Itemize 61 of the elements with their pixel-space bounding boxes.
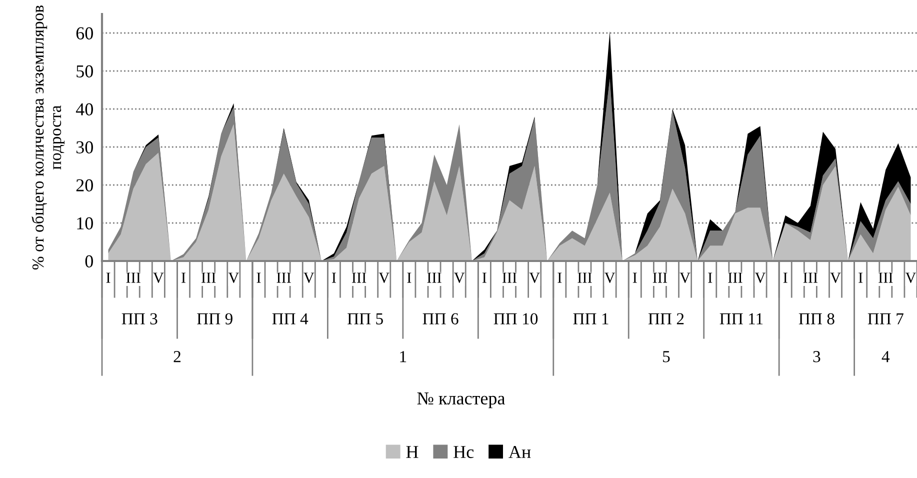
x-tick-label: I: [858, 272, 863, 283]
y-tick-label: 20: [76, 179, 93, 192]
x-tick-label: III: [652, 272, 668, 283]
x-tick-label: V: [680, 272, 690, 283]
text: 3: [813, 351, 820, 362]
text: ПП 8: [798, 313, 834, 324]
x-tick-label: I: [332, 272, 336, 283]
y-tick-label: 60: [76, 27, 93, 40]
legend-label: Нс: [454, 446, 474, 458]
y-tick-label: 30: [76, 141, 93, 154]
text: 4: [882, 351, 890, 362]
text: № кластера: [417, 392, 505, 408]
x-tick-label: V: [153, 272, 164, 283]
text: 1: [400, 351, 406, 362]
x-tick-label: V: [304, 272, 314, 283]
text: ПП 2: [648, 313, 684, 324]
legend-label: Ан: [508, 446, 531, 458]
text: ПП 10: [494, 313, 538, 324]
text: ПП 11: [720, 313, 763, 324]
x-tick-label: V: [529, 272, 540, 283]
x-tick-label: V: [454, 272, 465, 283]
text: ПП 4: [272, 313, 308, 324]
x-tick-label: I: [407, 272, 412, 283]
x-tick-label: V: [830, 272, 841, 283]
x-tick-label: V: [754, 272, 766, 283]
text: ПП 6: [422, 313, 458, 324]
y-tick-label: 0: [85, 255, 93, 268]
x-tick-label: I: [482, 272, 486, 283]
x-tick-label: I: [708, 272, 712, 283]
x-tick-label: V: [378, 272, 390, 283]
x-tick-label: III: [202, 272, 216, 283]
x-tick-label: I: [106, 272, 110, 283]
x-tick-label: I: [182, 272, 186, 283]
text: ПП 7: [868, 313, 904, 324]
x-tick-label: I: [783, 272, 788, 283]
y-tick-label: 40: [76, 103, 93, 116]
x-tick-label: V: [228, 272, 239, 283]
y-tick-label: 50: [76, 65, 93, 78]
x-tick-label: V: [905, 272, 916, 283]
x-tick-label: III: [352, 272, 366, 283]
x-tick-label: I: [558, 272, 562, 283]
y-tick-label: 10: [77, 217, 93, 230]
text: ПП 5: [348, 313, 383, 324]
text: ПП 1: [573, 313, 608, 324]
x-tick-label: III: [728, 272, 742, 283]
x-tick-label: I: [256, 272, 261, 283]
legend-label: Н: [406, 446, 418, 458]
x-tick-label: III: [803, 272, 818, 283]
text: 5: [663, 351, 670, 362]
text: 2: [174, 351, 180, 362]
x-tick-label: V: [604, 272, 616, 283]
text: ПП 9: [197, 313, 232, 324]
x-tick-label: III: [502, 272, 517, 283]
text: ПП 3: [122, 313, 158, 324]
x-tick-label: III: [427, 272, 442, 283]
y-axis-title: % от общего количества экземпляров подроста: [32, 5, 64, 270]
x-tick-label: III: [126, 272, 140, 283]
x-tick-label: III: [878, 272, 893, 283]
x-tick-label: III: [578, 272, 592, 283]
x-tick-label: III: [276, 272, 291, 283]
x-tick-label: I: [632, 272, 637, 283]
